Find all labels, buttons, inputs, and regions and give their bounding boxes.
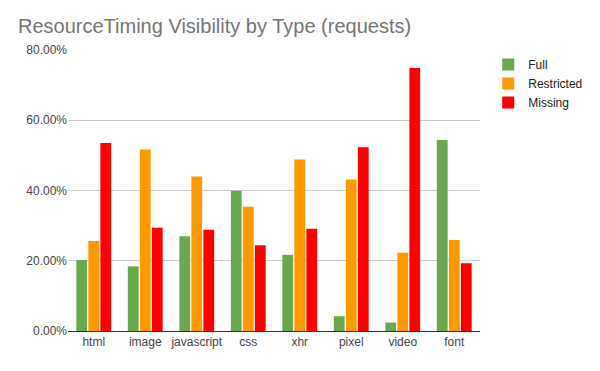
svg-text:ResourceTiming Visibility by T: ResourceTiming Visibility by Type (reque… bbox=[18, 15, 411, 37]
svg-text:javascript: javascript bbox=[170, 335, 222, 349]
svg-text:css: css bbox=[239, 335, 257, 349]
svg-text:40.00%: 40.00% bbox=[26, 184, 67, 198]
svg-text:video: video bbox=[388, 335, 417, 349]
svg-text:0.00%: 0.00% bbox=[33, 324, 67, 338]
svg-text:60.00%: 60.00% bbox=[26, 113, 67, 127]
svg-text:xhr: xhr bbox=[291, 335, 308, 349]
svg-text:80.00%: 80.00% bbox=[26, 43, 67, 57]
svg-text:Restricted: Restricted bbox=[528, 77, 582, 91]
svg-text:html: html bbox=[82, 335, 105, 349]
svg-text:Missing: Missing bbox=[528, 96, 569, 110]
svg-text:font: font bbox=[444, 335, 465, 349]
svg-text:image: image bbox=[129, 335, 162, 349]
svg-text:20.00%: 20.00% bbox=[26, 254, 67, 268]
svg-text:pixel: pixel bbox=[339, 335, 364, 349]
svg-text:Full: Full bbox=[528, 58, 547, 72]
